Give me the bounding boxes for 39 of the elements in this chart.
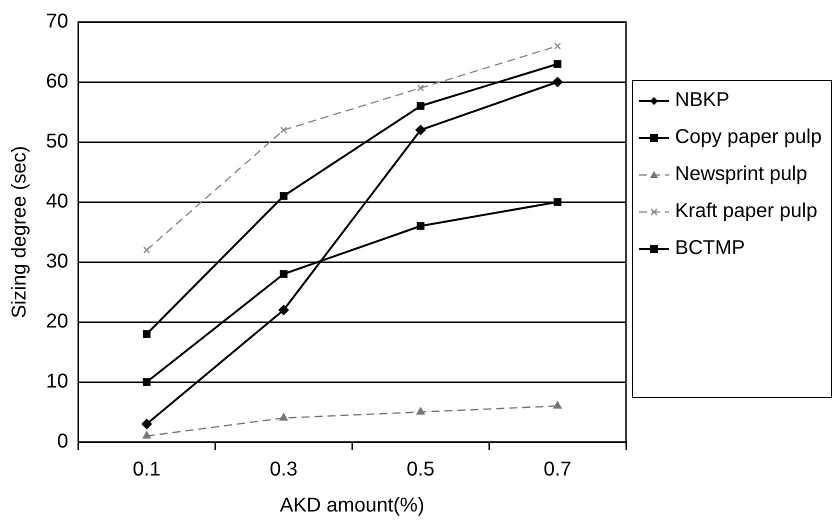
y-tick-label: 40 — [46, 190, 68, 213]
x-tick-label: 0.1 — [132, 458, 161, 481]
point — [142, 330, 151, 338]
point — [554, 60, 562, 68]
legend-label: Kraft paper pulp — [675, 200, 818, 223]
legend-label: NBKP — [675, 89, 730, 112]
y-tick-label: 30 — [46, 250, 68, 273]
y-tick-label: 20 — [46, 310, 68, 333]
y-tick-label: 50 — [46, 130, 68, 153]
point — [552, 77, 563, 87]
point — [416, 407, 425, 415]
point — [278, 305, 289, 315]
point — [554, 198, 562, 206]
x-tick-label: 0.3 — [270, 458, 298, 481]
legend-label: Copy paper pulp — [675, 126, 822, 149]
x-tick-label: 0.7 — [544, 458, 572, 481]
point — [142, 378, 151, 386]
x-axis-title: AKD amount(%) — [280, 494, 424, 517]
legend-label: BCTMP — [675, 237, 745, 260]
y-tick-label: 0 — [57, 430, 68, 453]
y-tick-label: 10 — [46, 370, 68, 393]
legend-label: Newsprint pulp — [675, 163, 808, 186]
point — [280, 270, 288, 278]
point — [280, 192, 288, 200]
y-tick-label: 70 — [46, 10, 68, 33]
point — [554, 42, 562, 50]
point — [417, 84, 424, 92]
point — [280, 413, 288, 421]
point — [553, 401, 562, 409]
point — [142, 431, 151, 439]
y-axis-title: Sizing degree (sec) — [8, 146, 31, 318]
x-tick-label: 0.5 — [406, 458, 434, 481]
point — [143, 246, 150, 254]
point — [280, 126, 288, 134]
point — [416, 125, 426, 135]
point — [142, 419, 152, 429]
point — [416, 222, 424, 230]
point — [416, 102, 424, 110]
y-tick-label: 60 — [46, 70, 68, 93]
